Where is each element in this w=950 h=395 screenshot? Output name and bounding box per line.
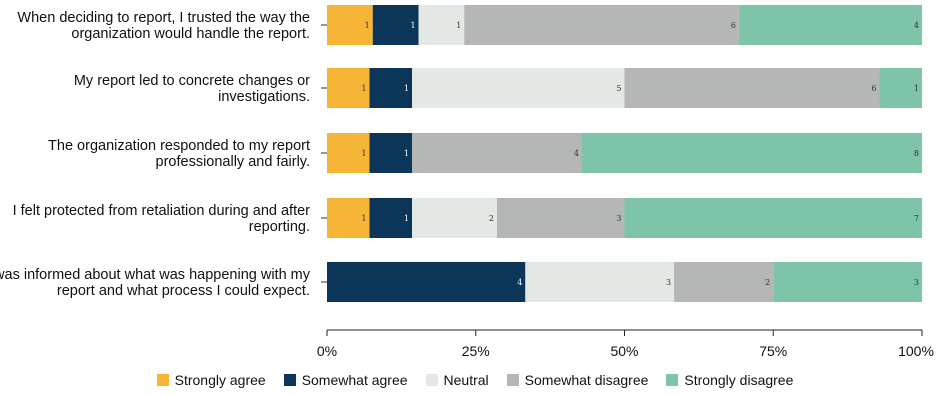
bar-segment <box>412 198 497 238</box>
category-label: My report led to concrete changes or <box>74 73 310 89</box>
category-label: The organization responded to my report <box>48 138 310 154</box>
segment-value-label: 1 <box>404 214 409 223</box>
legend-item: Somewhat disagree <box>506 372 649 388</box>
segment-value-label: 1 <box>404 149 409 158</box>
segment-value-label: 7 <box>914 214 919 223</box>
legend-swatch <box>666 374 679 386</box>
segment-value-label: 1 <box>361 149 366 158</box>
category-label: When deciding to report, I trusted the w… <box>17 10 310 26</box>
legend-item: Strongly disagree <box>666 372 793 388</box>
segment-value-label: 1 <box>361 84 366 93</box>
bar-segment <box>464 5 739 45</box>
x-tick-label: 25% <box>462 343 490 359</box>
bar-segment <box>369 198 412 238</box>
bar-segment <box>372 5 419 45</box>
x-tick-label: 0% <box>317 343 337 359</box>
segment-value-label: 6 <box>731 21 736 30</box>
x-tick-label: 100% <box>898 343 934 359</box>
category-label: report and what process I could expect. <box>57 283 310 299</box>
segment-value-label: 1 <box>404 84 409 93</box>
bar-segment <box>327 5 373 45</box>
bar-segment <box>738 5 922 45</box>
bar-segment <box>327 198 370 238</box>
segment-value-label: 6 <box>871 84 876 93</box>
legend-swatch <box>506 374 519 386</box>
legend-item: Neutral <box>425 372 489 388</box>
x-tick-label: 50% <box>610 343 638 359</box>
bar-segment <box>674 262 774 302</box>
segment-value-label: 2 <box>765 278 770 287</box>
bar-segment <box>369 133 412 173</box>
bar-segment <box>773 262 922 302</box>
legend-swatch <box>425 374 438 386</box>
bar-segment <box>327 262 526 302</box>
legend-label: Strongly disagree <box>684 372 794 388</box>
x-tick-label: 75% <box>759 343 787 359</box>
legend-label: Neutral <box>443 372 489 388</box>
category-label: investigations. <box>218 89 310 105</box>
legend-item: Strongly agree <box>156 372 266 388</box>
legend-label: Strongly agree <box>174 372 266 388</box>
legend-swatch <box>156 374 169 386</box>
segment-value-label: 3 <box>616 214 621 223</box>
segment-value-label: 4 <box>914 21 919 30</box>
category-label: reporting. <box>249 219 310 235</box>
segment-value-label: 1 <box>914 84 919 93</box>
segment-value-label: 1 <box>410 21 415 30</box>
bar-segment <box>582 133 922 173</box>
segment-value-label: 3 <box>666 278 671 287</box>
segment-value-label: 8 <box>914 149 919 158</box>
category-label: professionally and fairly. <box>156 154 310 170</box>
bar-segment <box>525 262 675 302</box>
bar-segment <box>412 133 582 173</box>
bar-segment <box>327 68 370 108</box>
segment-value-label: 5 <box>616 84 621 93</box>
bar-segment <box>327 133 370 173</box>
bar-segment <box>418 5 465 45</box>
bar-segment <box>497 198 625 238</box>
segment-value-label: 4 <box>574 149 579 158</box>
legend: Strongly agree Somewhat agree Neutral Somew… <box>0 372 950 388</box>
category-label: I was informed about what was happening … <box>0 267 311 283</box>
category-label: I felt protected from retaliation during… <box>13 203 311 219</box>
segment-value-label: 4 <box>517 278 522 287</box>
bar-segment <box>624 198 922 238</box>
legend-item: Somewhat agree <box>283 372 408 388</box>
legend-swatch <box>283 374 296 386</box>
legend-label: Somewhat disagree <box>524 372 649 388</box>
segment-value-label: 1 <box>456 21 461 30</box>
segment-value-label: 2 <box>489 214 494 223</box>
bar-segment <box>369 68 412 108</box>
bar-segment <box>879 68 922 108</box>
category-label: organization would handle the report. <box>71 26 310 42</box>
bar-segment <box>624 68 880 108</box>
segment-value-label: 3 <box>914 278 919 287</box>
segment-value-label: 1 <box>365 21 370 30</box>
segment-value-label: 1 <box>361 214 366 223</box>
legend-label: Somewhat agree <box>301 372 408 388</box>
bar-segment <box>412 68 625 108</box>
